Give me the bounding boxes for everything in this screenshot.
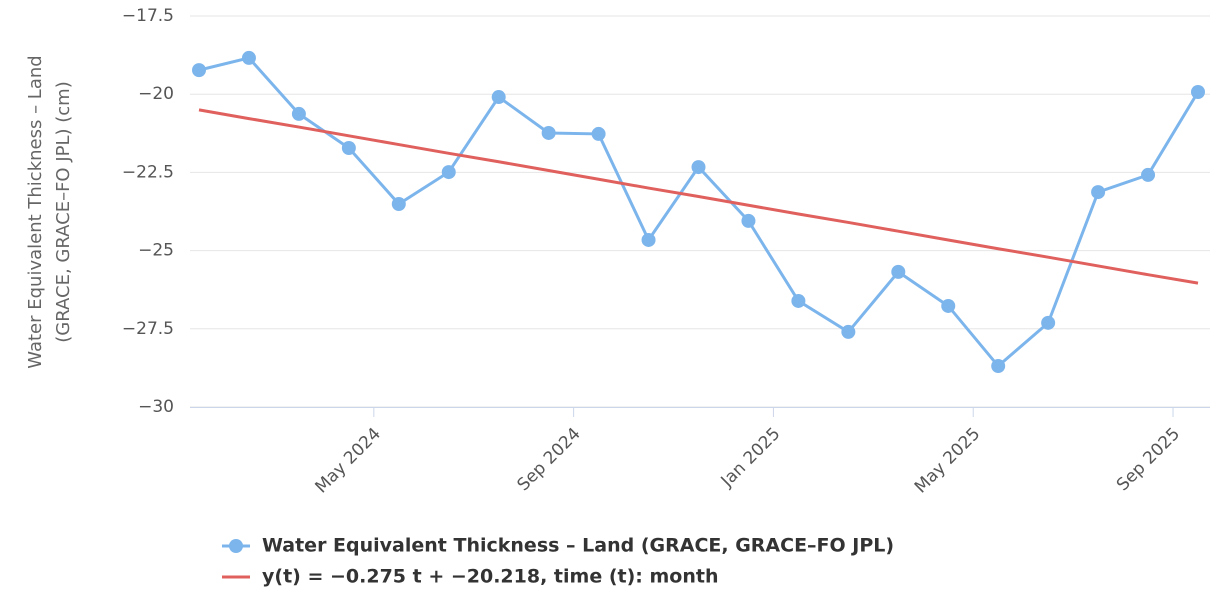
- y-tick-label: −17.5: [122, 6, 174, 26]
- point: [641, 232, 656, 247]
- y-axis-label: (GRACE, GRACE–FO JPL) (cm): [53, 81, 74, 342]
- x-tick-label: May 2024: [311, 424, 384, 497]
- point: [741, 213, 756, 228]
- point: [891, 264, 906, 279]
- point: [1141, 167, 1156, 182]
- point: [541, 125, 556, 140]
- legend-label: y(t) = −0.275 t + −20.218, time (t): mon…: [262, 566, 718, 588]
- point: [1091, 185, 1106, 200]
- point: [291, 106, 306, 121]
- legend-marker: [229, 539, 243, 553]
- x-tick-label: Sep 2024: [513, 424, 584, 495]
- point: [991, 359, 1006, 374]
- y-tick-label: −22.5: [122, 162, 174, 182]
- legend-label: Water Equivalent Thickness – Land (GRACE…: [262, 535, 894, 557]
- point: [1191, 85, 1205, 100]
- point: [941, 298, 956, 313]
- x-tick-label: Sep 2025: [1113, 424, 1184, 495]
- point: [241, 50, 256, 65]
- point: [791, 293, 806, 308]
- x-tick-label: Jan 2025: [717, 424, 785, 492]
- y-tick-label: −25: [138, 241, 174, 261]
- y-tick-label: −30: [138, 397, 174, 417]
- x-tick-label: May 2025: [911, 424, 984, 497]
- point: [391, 196, 406, 211]
- y-tick-label: −27.5: [122, 319, 174, 339]
- point: [341, 141, 356, 156]
- point: [491, 90, 506, 105]
- y-axis-label: Water Equivalent Thickness – Land: [25, 55, 46, 368]
- y-tick-label: −20: [138, 84, 174, 104]
- point: [591, 126, 606, 141]
- point: [192, 63, 206, 78]
- series-line: [198, 108, 1199, 285]
- point: [441, 165, 456, 180]
- point: [691, 160, 706, 175]
- point: [841, 324, 856, 339]
- point: [1041, 315, 1056, 330]
